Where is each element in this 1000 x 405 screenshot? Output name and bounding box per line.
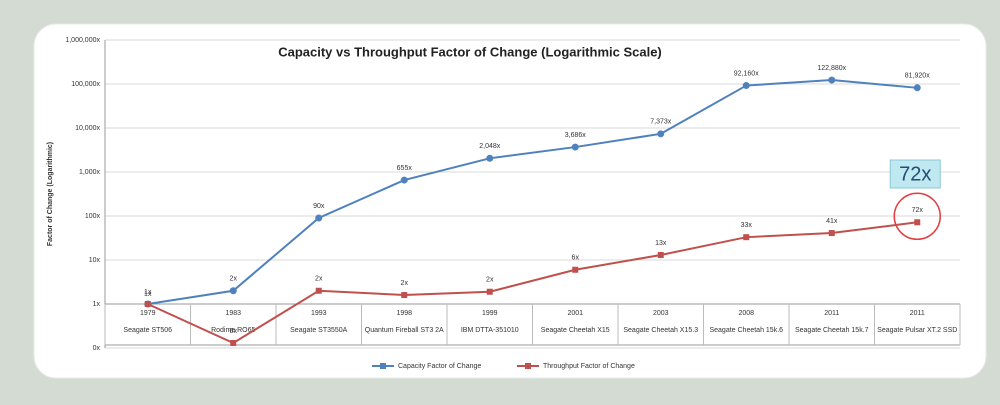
legend-marker xyxy=(380,363,386,369)
data-label: 81,920x xyxy=(905,73,930,80)
y-tick-label: 100x xyxy=(85,213,101,220)
marker xyxy=(230,339,237,346)
data-label: 3,686x xyxy=(565,132,587,139)
data-label: 90x xyxy=(313,203,325,210)
marker xyxy=(828,230,835,237)
x-tick-label: Seagate Cheetah X15.3 xyxy=(623,327,698,334)
data-label: 2x xyxy=(315,276,323,283)
x-tick-label: Quantum Fireball ST3 2A xyxy=(365,327,444,334)
marker xyxy=(571,143,579,151)
annotation: 72x xyxy=(899,163,931,185)
data-label: 2x xyxy=(230,276,238,283)
series-line xyxy=(147,79,918,305)
x-tick-year: 2011 xyxy=(824,310,839,317)
marker xyxy=(486,154,494,162)
data-label: 1x xyxy=(144,291,152,298)
data-label: 6x xyxy=(572,255,580,262)
data-label: 1x xyxy=(144,289,152,296)
marker xyxy=(914,219,921,226)
y-tick-label: 10x xyxy=(89,257,101,264)
data-label: 41x xyxy=(826,218,838,225)
x-tick-year: 1979 xyxy=(140,310,156,317)
chart-title: Capacity vs Throughput Factor of Change … xyxy=(278,44,662,59)
x-tick-label: Seagate ST506 xyxy=(123,327,172,334)
x-tick-year: 2011 xyxy=(910,310,925,317)
data-label: 13x xyxy=(655,240,667,247)
marker xyxy=(229,287,237,295)
data-label: 92,160x xyxy=(734,70,759,77)
marker xyxy=(144,301,151,307)
data-label: 2,048x xyxy=(479,143,501,150)
x-tick-label: Seagate ST3550A xyxy=(290,327,348,334)
marker xyxy=(743,234,750,241)
y-tick-label: 1,000,000x xyxy=(65,37,100,44)
marker xyxy=(913,84,921,92)
annotation-box xyxy=(889,159,941,189)
data-label: 655x xyxy=(397,165,413,172)
x-tick-label: Seagate Cheetah X15 xyxy=(541,327,610,334)
x-tick-year: 1998 xyxy=(396,310,412,317)
marker xyxy=(400,176,408,184)
card xyxy=(33,23,987,379)
marker xyxy=(315,214,323,222)
x-tick-year: 2001 xyxy=(567,310,583,317)
x-tick-year: 1999 xyxy=(482,310,498,317)
data-label: 122,880x xyxy=(817,65,846,72)
legend-marker xyxy=(525,363,531,369)
y-axis-label: Factor of Change (Logarithmic) xyxy=(47,142,54,246)
x-tick-year: 1993 xyxy=(311,310,327,317)
marker xyxy=(828,76,836,84)
y-tick-label: 1,000x xyxy=(79,169,101,176)
data-label: 33x xyxy=(741,222,753,229)
x-tick-label: Seagate Cheetah 15k.6 xyxy=(709,327,783,334)
marker xyxy=(315,287,322,294)
legend-label: Throughput Factor of Change xyxy=(543,363,635,370)
x-tick-label: Rodime RO65 xyxy=(211,327,255,334)
data-label: 72x xyxy=(912,207,924,214)
data-label: 2x xyxy=(486,277,494,284)
x-tick-year: 1983 xyxy=(225,310,241,317)
marker xyxy=(657,251,664,258)
x-tick-label: IBM DTTA-351010 xyxy=(461,327,519,334)
x-tick-year: 2008 xyxy=(738,310,754,317)
data-label: 0x xyxy=(230,328,238,335)
series-line xyxy=(147,221,918,345)
legend-label: Capacity Factor of Change xyxy=(398,363,481,370)
marker xyxy=(486,288,493,295)
data-label: 2x xyxy=(401,280,409,287)
data-label: 7,373x xyxy=(650,119,672,126)
x-tick-label: Seagate Pulsar XT.2 SSD xyxy=(877,327,957,334)
y-tick-label: 0x xyxy=(93,345,101,352)
marker xyxy=(401,292,408,299)
highlight-circle xyxy=(893,192,941,241)
x-tick-label: Seagate Cheetah 15k.7 xyxy=(795,327,869,334)
marker xyxy=(742,82,750,90)
marker xyxy=(657,130,665,138)
marker xyxy=(572,266,579,273)
y-tick-label: 100,000x xyxy=(71,81,100,88)
y-tick-label: 10,000x xyxy=(75,125,100,132)
x-tick-year: 2003 xyxy=(653,310,669,317)
y-tick-label: 1x xyxy=(93,301,101,308)
